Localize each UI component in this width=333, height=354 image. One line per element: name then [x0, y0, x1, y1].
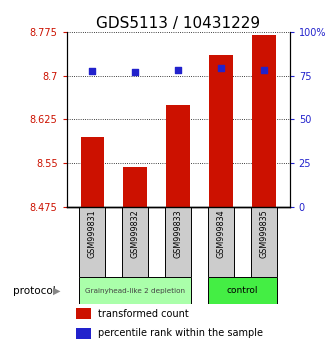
Text: Grainyhead-like 2 depletion: Grainyhead-like 2 depletion: [85, 288, 185, 294]
Text: ▶: ▶: [53, 286, 61, 296]
FancyBboxPatch shape: [79, 207, 106, 277]
Bar: [76, 308, 91, 319]
Text: GSM999833: GSM999833: [173, 209, 183, 258]
Bar: [252, 35, 276, 207]
Text: GSM999832: GSM999832: [131, 209, 140, 258]
FancyBboxPatch shape: [165, 207, 191, 277]
Text: transformed count: transformed count: [98, 309, 188, 319]
FancyBboxPatch shape: [208, 277, 277, 304]
Text: control: control: [227, 286, 258, 295]
Title: GDS5113 / 10431229: GDS5113 / 10431229: [96, 16, 260, 31]
Point: [133, 69, 138, 75]
Text: GSM999831: GSM999831: [88, 209, 97, 258]
Bar: [124, 167, 147, 207]
Text: percentile rank within the sample: percentile rank within the sample: [98, 328, 263, 338]
Text: GSM999835: GSM999835: [259, 209, 268, 258]
Bar: [76, 328, 91, 339]
Text: protocol: protocol: [13, 286, 56, 296]
Point: [218, 65, 224, 70]
FancyBboxPatch shape: [122, 207, 148, 277]
FancyBboxPatch shape: [251, 207, 277, 277]
Text: GSM999834: GSM999834: [216, 209, 225, 258]
Bar: [81, 137, 104, 207]
Point: [261, 67, 267, 72]
FancyBboxPatch shape: [79, 277, 191, 304]
Bar: [209, 55, 233, 207]
Bar: [166, 105, 190, 207]
Point: [175, 67, 181, 72]
FancyBboxPatch shape: [208, 207, 234, 277]
Point: [90, 68, 95, 74]
